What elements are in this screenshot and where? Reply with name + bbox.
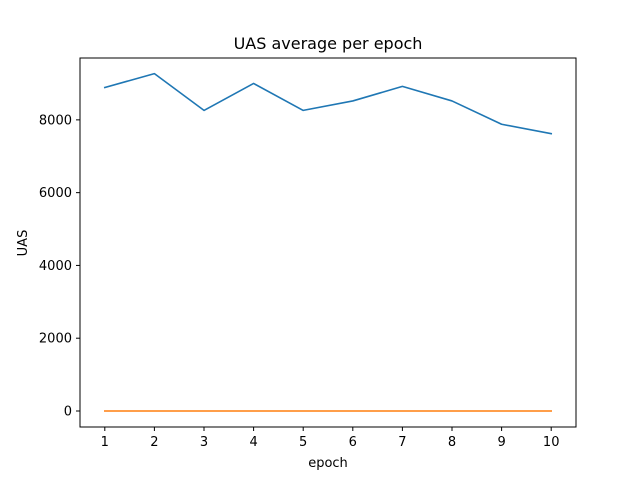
x-tick-label: 4 [249, 435, 257, 450]
x-tick-label: 8 [448, 435, 456, 450]
x-tick-label: 7 [398, 435, 406, 450]
x-tick-label: 10 [543, 435, 560, 450]
series-layer [103, 72, 553, 412]
x-tick-label: 9 [497, 435, 505, 450]
x-tick-label: 1 [101, 435, 109, 450]
y-axis: 0 2000 4000 6000 8000 [39, 113, 80, 419]
plot-frame [79, 57, 577, 428]
x-axis: 1 2 3 4 5 6 7 8 9 10 [101, 427, 560, 450]
y-tick-label: 6000 [39, 186, 72, 201]
y-tick-label: 2000 [39, 332, 72, 347]
x-tick-label: 2 [150, 435, 158, 450]
y-axis-label: UAS [16, 230, 31, 257]
x-axis-label: epoch [308, 456, 348, 471]
series-line-1 [103, 72, 553, 135]
x-tick-label: 3 [200, 435, 208, 450]
x-tick-label: 6 [349, 435, 357, 450]
chart-title: UAS average per epoch [234, 34, 423, 53]
y-tick-label: 8000 [39, 113, 72, 128]
x-tick-label: 5 [299, 435, 307, 450]
y-tick-label: 0 [64, 404, 72, 419]
y-tick-label: 4000 [39, 259, 72, 274]
